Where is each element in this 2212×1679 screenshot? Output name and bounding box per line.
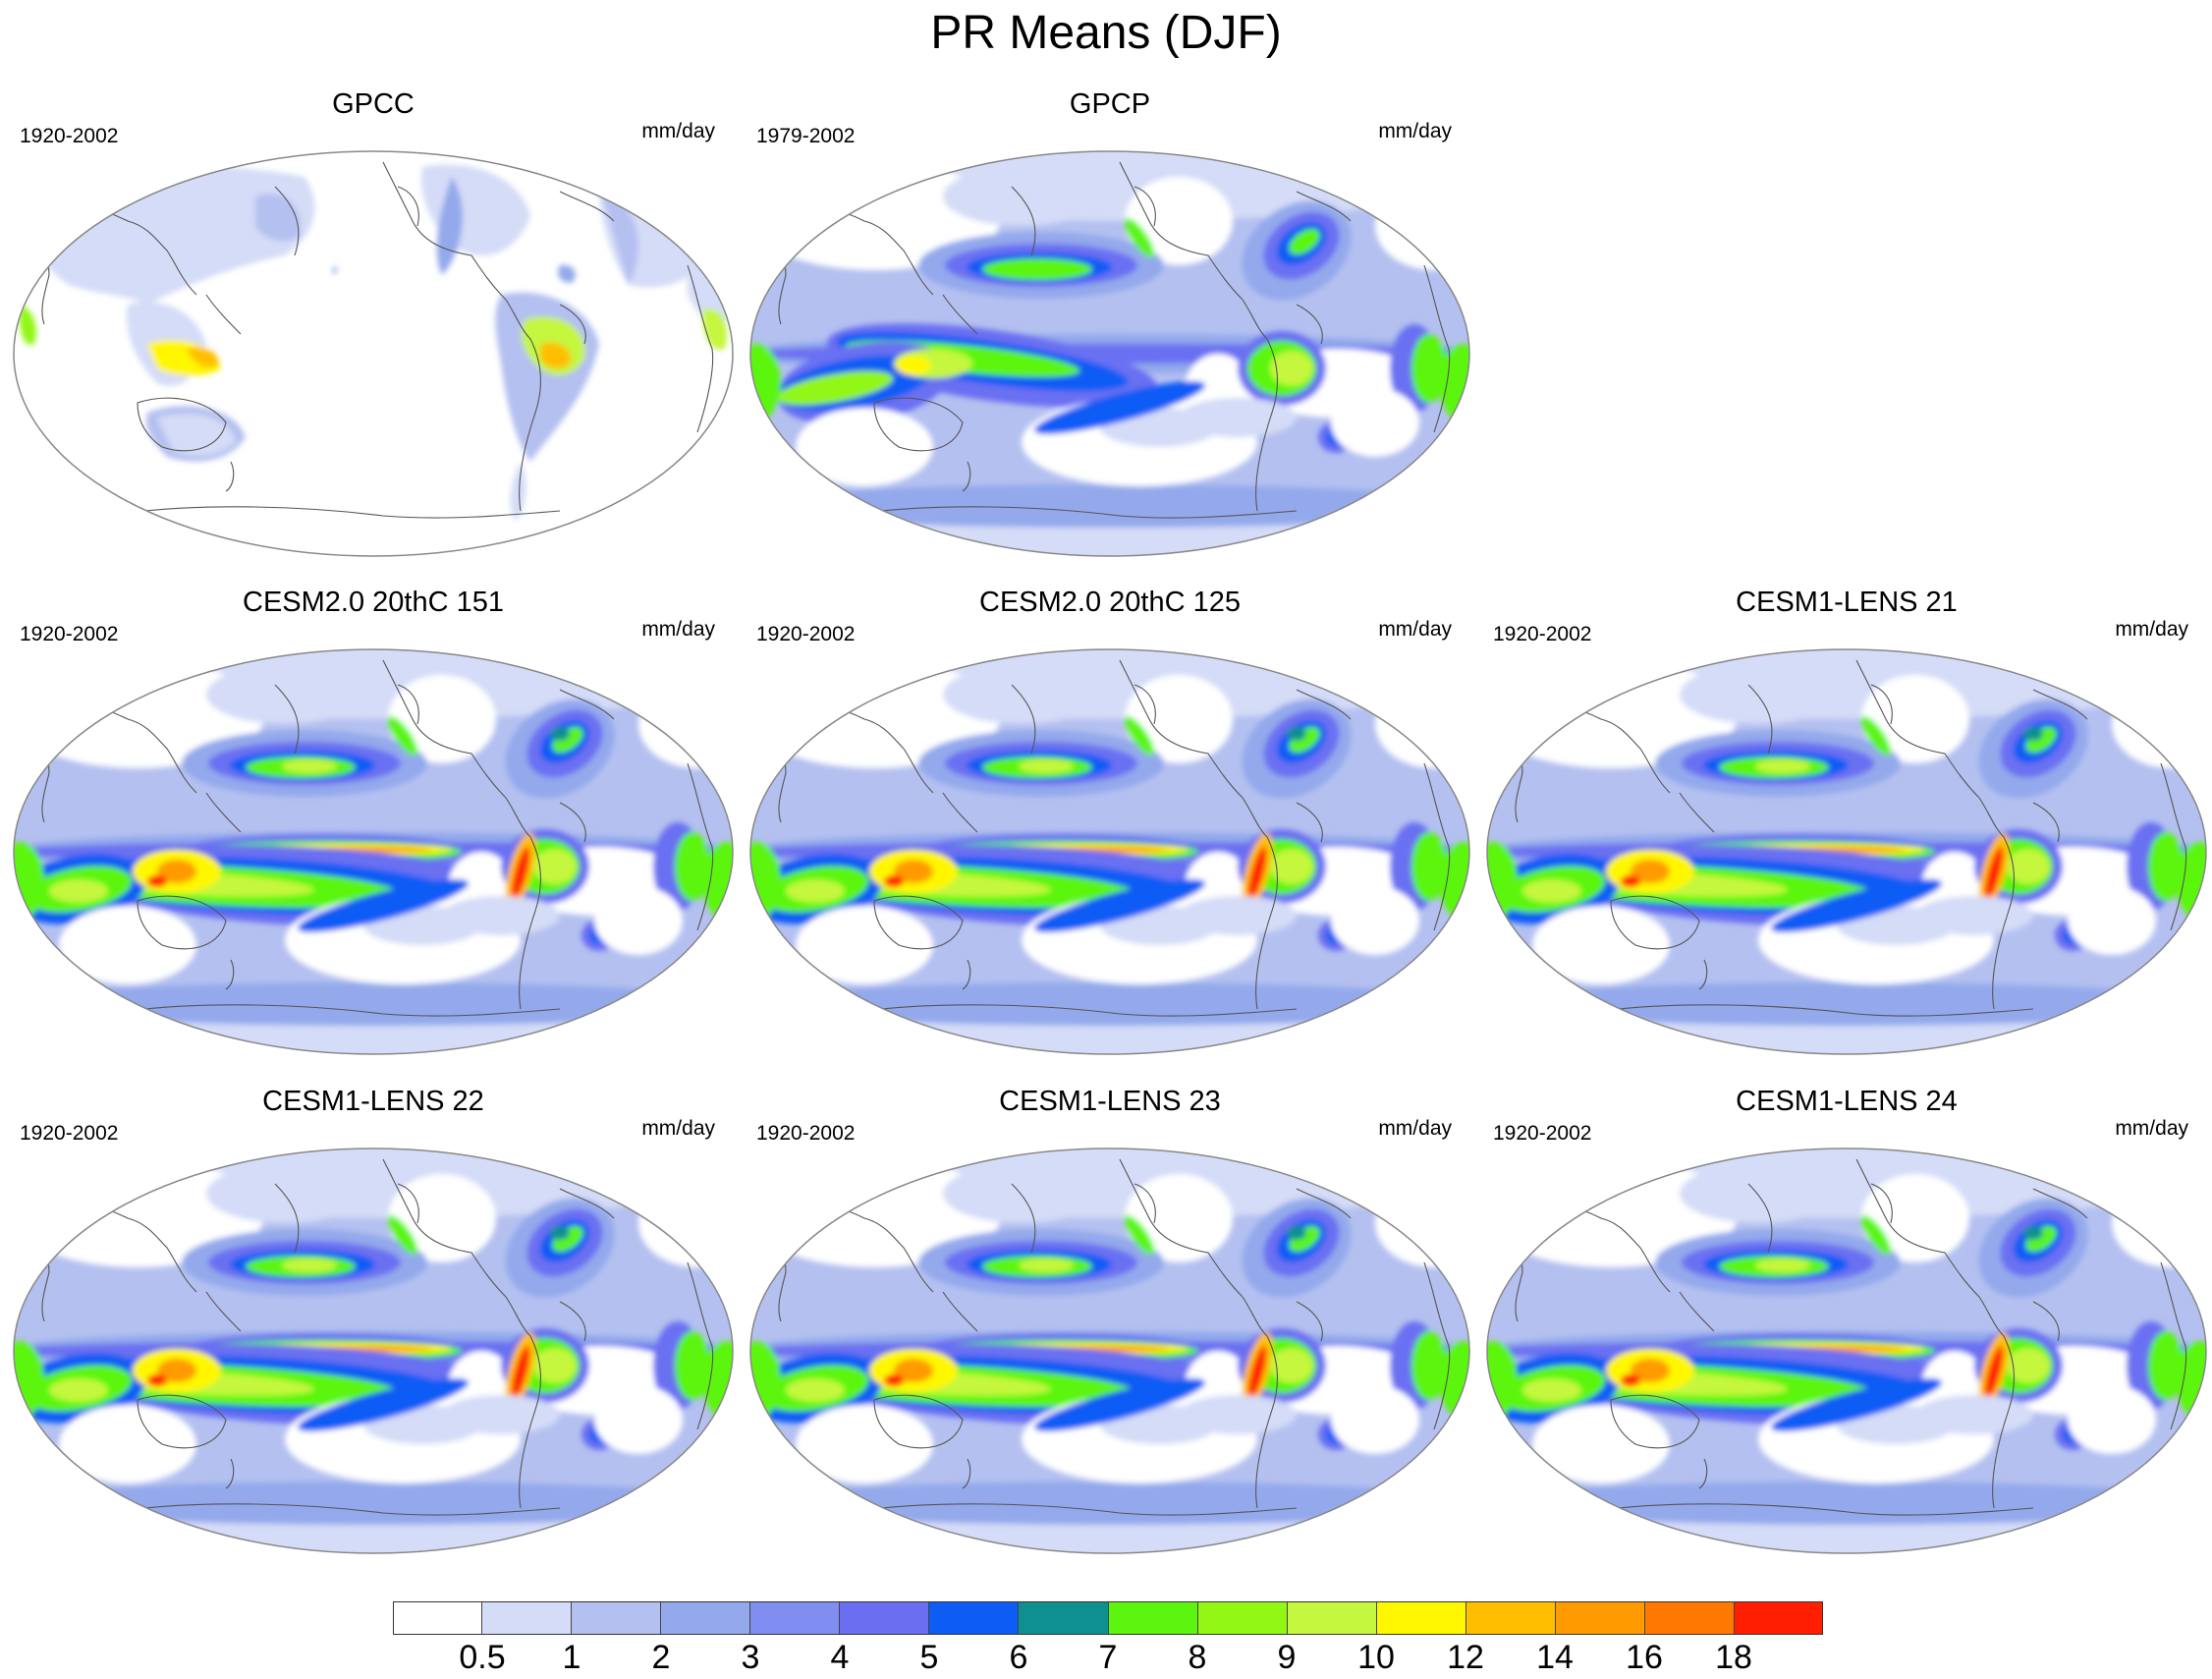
colorbar-swatch (1376, 1601, 1466, 1635)
map-plot (749, 150, 1470, 557)
panel-title: CESM2.0 20thC 125 (979, 587, 1241, 618)
panel-units: mm/day (2115, 618, 2188, 641)
coastlines (765, 659, 1451, 1017)
panel-years: 1920-2002 (1493, 1122, 1592, 1145)
map-frame (1486, 648, 2207, 1055)
panel-title: CESM1-LENS 22 (262, 1086, 484, 1117)
panel-years: 1920-2002 (756, 1122, 856, 1145)
panel-title: CESM1-LENS 23 (999, 1086, 1221, 1117)
map-panel: GPCC 1920-2002 mm/day (10, 88, 737, 557)
precip-field (750, 151, 1469, 556)
map-panel: CESM1-LENS 23 1920-2002 mm/day (747, 1086, 1473, 1554)
panel-units: mm/day (641, 618, 715, 641)
map-panel: CESM2.0 20thC 125 1920-2002 mm/day (747, 587, 1473, 1055)
colorbar-label: 9 (1277, 1639, 1297, 1676)
precip-field (14, 649, 733, 1054)
map-frame (1486, 1147, 2207, 1554)
colorbar-label: 18 (1715, 1639, 1752, 1676)
colorbar-swatch (750, 1601, 841, 1635)
colorbar-label: 2 (651, 1639, 671, 1676)
colorbar-swatch (1644, 1601, 1735, 1635)
colorbar-swatch (929, 1601, 1020, 1635)
figure-title: PR Means (DJF) (930, 7, 1282, 59)
colorbar-swatch (1465, 1601, 1556, 1635)
panel-years: 1920-2002 (1493, 623, 1592, 645)
map-plot (1486, 1147, 2207, 1554)
map-plot (749, 648, 1470, 1055)
colorbar-label: 8 (1188, 1639, 1207, 1676)
panel-title: CESM2.0 20thC 151 (243, 587, 504, 618)
precip-field (1487, 649, 2206, 1054)
coastlines (1502, 659, 2187, 1017)
map-frame (749, 150, 1470, 557)
colorbar-swatch (1197, 1601, 1288, 1635)
colorbar-swatch (1287, 1601, 1377, 1635)
precip-field (14, 151, 733, 556)
colorbar-swatch (1734, 1601, 1823, 1635)
map-frame (13, 648, 734, 1055)
map-panel: CESM2.0 20thC 151 1920-2002 mm/day (10, 587, 737, 1055)
panel-title: CESM1-LENS 21 (1736, 587, 1958, 618)
coastlines (765, 161, 1451, 519)
panel-years: 1920-2002 (756, 623, 856, 645)
map-plot (13, 648, 734, 1055)
panel-units: mm/day (1378, 618, 1452, 641)
colorbar-label: 4 (830, 1639, 850, 1676)
panel-years: 1920-2002 (20, 623, 119, 645)
map-plot (749, 1147, 1470, 1554)
map-panel: CESM1-LENS 22 1920-2002 mm/day (10, 1086, 737, 1554)
panel-years: 1979-2002 (756, 125, 856, 147)
panel-years: 1920-2002 (20, 1122, 119, 1145)
precip-field (1487, 1148, 2206, 1553)
panel-units: mm/day (1378, 120, 1452, 142)
colorbar-label: 10 (1357, 1639, 1395, 1676)
colorbar-swatch (482, 1601, 573, 1635)
colorbar-label: 0.5 (459, 1639, 506, 1676)
map-plot (13, 150, 734, 557)
precip-field (750, 649, 1469, 1054)
colorbar-swatch (840, 1601, 930, 1635)
panel-years: 1920-2002 (20, 125, 119, 147)
colorbar-swatch (572, 1601, 662, 1635)
colorbar-label: 7 (1098, 1639, 1118, 1676)
colorbar-labels: 0.5 1 2 3 4 5 6 7 8 9 10 12 14 16 18 (393, 1639, 1823, 1678)
colorbar-label: 14 (1536, 1639, 1574, 1676)
colorbar-label: 6 (1009, 1639, 1028, 1676)
colorbar-swatch (661, 1601, 751, 1635)
colorbar-swatch (1019, 1601, 1109, 1635)
colorbar-swatch (393, 1601, 483, 1635)
colorbar (393, 1601, 1823, 1635)
panel-units: mm/day (1378, 1117, 1452, 1140)
colorbar-label: 3 (741, 1639, 760, 1676)
map-panel: GPCP 1979-2002 mm/day (747, 88, 1473, 557)
panel-units: mm/day (641, 120, 715, 142)
colorbar-label: 16 (1626, 1639, 1663, 1676)
coastlines (1502, 1158, 2187, 1516)
panel-title: CESM1-LENS 24 (1736, 1086, 1958, 1117)
map-plot (13, 1147, 734, 1554)
colorbar-label: 1 (562, 1639, 581, 1676)
map-frame (749, 648, 1470, 1055)
map-frame (749, 1147, 1470, 1554)
colorbar-swatch (1555, 1601, 1645, 1635)
precip-field (750, 1148, 1469, 1553)
map-plot (1486, 648, 2207, 1055)
panel-title: GPCC (332, 88, 415, 120)
colorbar-swatch (1108, 1601, 1198, 1635)
colorbar-label: 12 (1447, 1639, 1484, 1676)
map-frame (13, 150, 734, 557)
coastlines (28, 161, 714, 519)
panel-units: mm/day (2115, 1117, 2188, 1140)
map-panel: CESM1-LENS 24 1920-2002 mm/day (1483, 1086, 2210, 1554)
panel-title: GPCP (1069, 88, 1151, 120)
colorbar-label: 5 (919, 1639, 939, 1676)
coastlines (28, 659, 714, 1017)
map-panel: CESM1-LENS 21 1920-2002 mm/day (1483, 587, 2210, 1055)
precip-field (14, 1148, 733, 1553)
panel-units: mm/day (641, 1117, 715, 1140)
map-frame (13, 1147, 734, 1554)
